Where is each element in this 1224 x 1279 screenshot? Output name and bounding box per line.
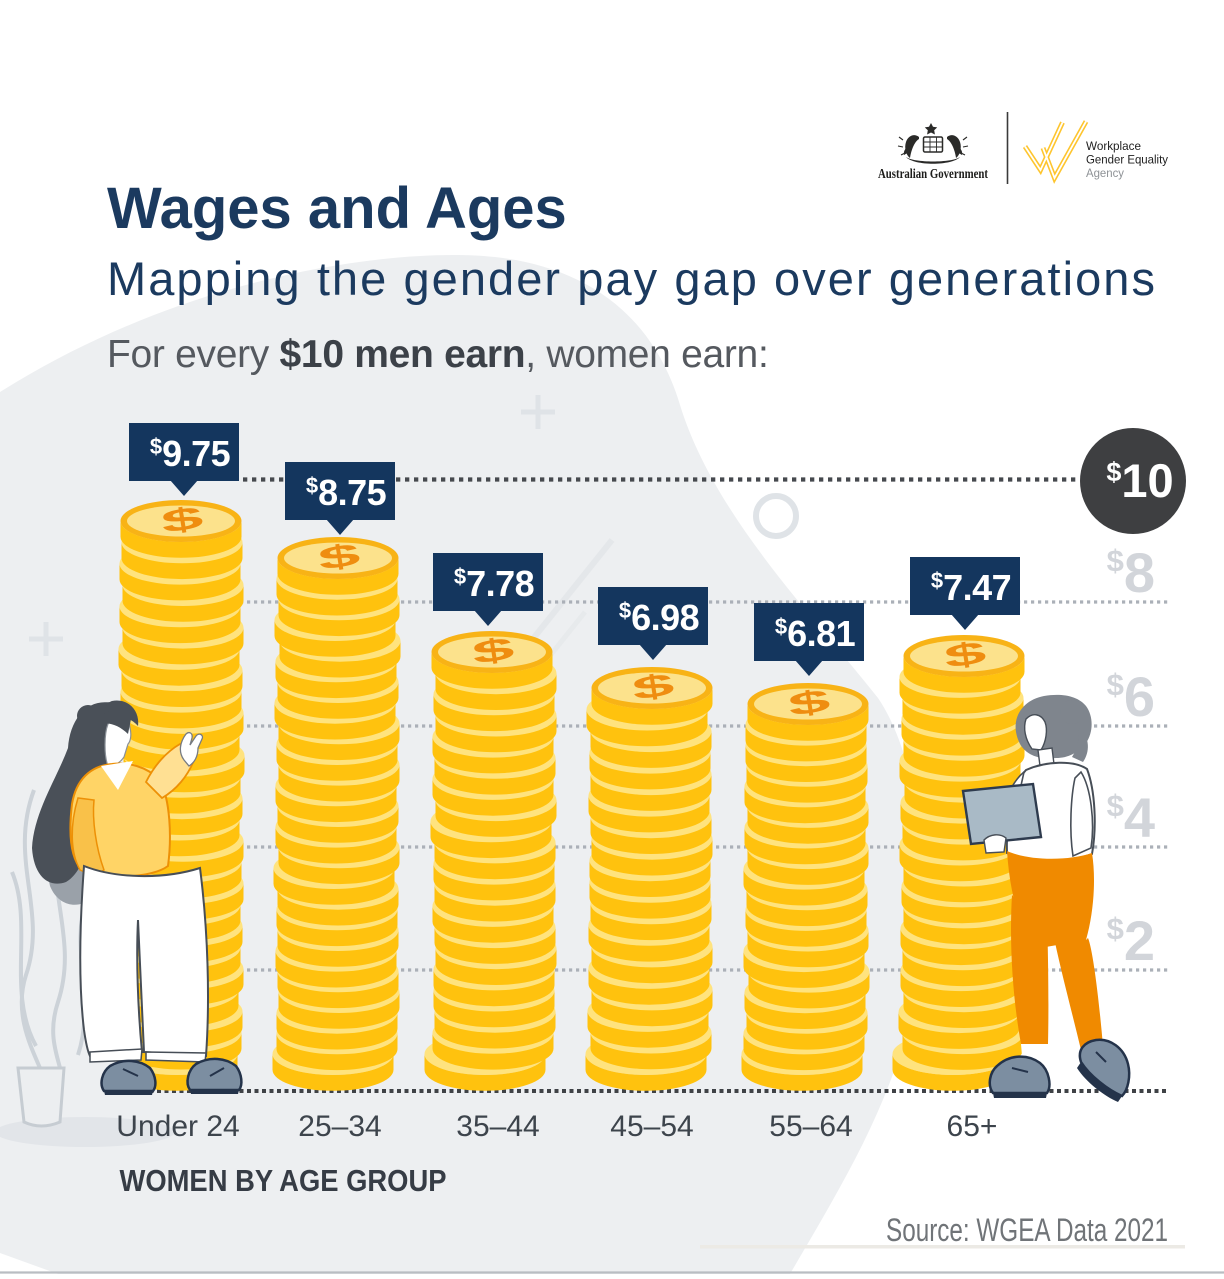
svg-text:65+: 65+ <box>947 1110 998 1143</box>
svg-text:$8.75: $8.75 <box>306 472 387 513</box>
svg-text:Gender Equality: Gender Equality <box>1086 153 1169 167</box>
svg-text:Mapping the gender pay gap ove: Mapping the gender pay gap over generati… <box>107 252 1155 305</box>
svg-text:$8: $8 <box>1107 541 1155 604</box>
svg-text:$10: $10 <box>1106 454 1173 507</box>
svg-text:$6: $6 <box>1107 665 1155 728</box>
svg-text:$4: $4 <box>1107 786 1155 849</box>
svg-text:Australian Government: Australian Government <box>878 166 988 181</box>
svg-text:$: $ <box>942 634 989 675</box>
svg-text:Workplace: Workplace <box>1086 139 1141 153</box>
svg-text:$7.47: $7.47 <box>931 567 1011 608</box>
svg-text:For every $10 men earn, women: For every $10 men earn, women earn: <box>107 333 769 376</box>
svg-text:Agency: Agency <box>1086 166 1125 180</box>
svg-text:25–34: 25–34 <box>298 1110 381 1143</box>
svg-text:$: $ <box>470 630 517 671</box>
svg-text:Under 24: Under 24 <box>116 1110 239 1143</box>
svg-text:$: $ <box>316 536 363 577</box>
svg-text:55–64: 55–64 <box>769 1110 852 1143</box>
svg-text:45–54: 45–54 <box>610 1110 693 1143</box>
svg-text:$6.98: $6.98 <box>619 597 699 638</box>
svg-text:WOMEN BY AGE GROUP: WOMEN BY AGE GROUP <box>120 1163 447 1198</box>
svg-text:35–44: 35–44 <box>456 1110 539 1143</box>
svg-text:$7.78: $7.78 <box>454 563 534 604</box>
svg-text:$2: $2 <box>1107 909 1155 972</box>
svg-text:$: $ <box>159 499 206 540</box>
svg-text:Source: WGEA Data 2021: Source: WGEA Data 2021 <box>886 1212 1168 1248</box>
svg-text:$: $ <box>786 682 833 723</box>
svg-text:$6.81: $6.81 <box>775 613 856 654</box>
svg-text:$: $ <box>630 666 677 707</box>
svg-text:Wages and Ages: Wages and Ages <box>107 176 567 241</box>
svg-text:$9.75: $9.75 <box>150 433 231 474</box>
